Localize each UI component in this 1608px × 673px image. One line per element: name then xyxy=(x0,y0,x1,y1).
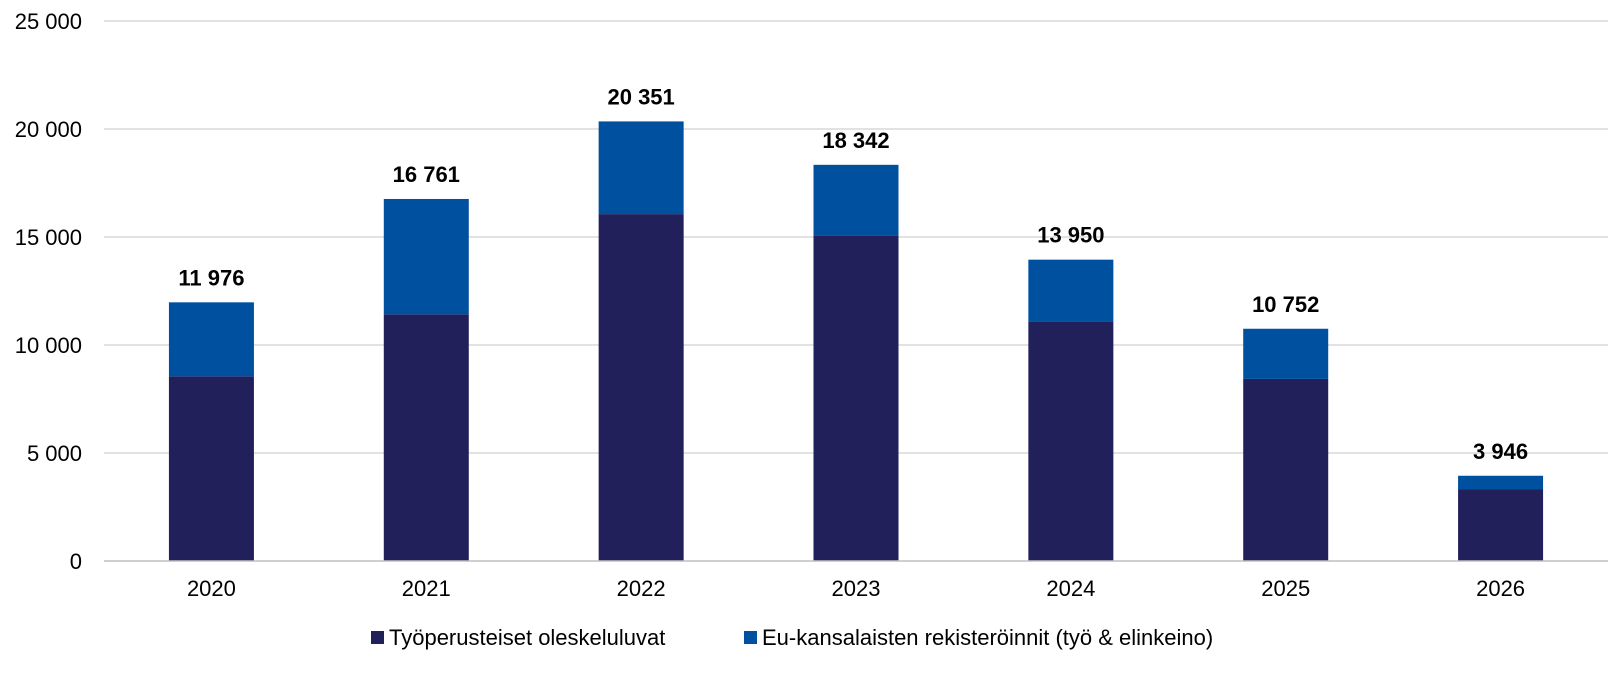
bar-segment-eu-kansalaisten xyxy=(1028,259,1114,322)
total-data-label: 20 351 xyxy=(607,84,674,109)
y-tick-label: 20 000 xyxy=(15,117,82,142)
y-axis-tick-labels: 0 5 000 10 000 15 000 20 000 25 000 xyxy=(15,9,82,574)
total-data-label: 3 946 xyxy=(1473,439,1528,464)
total-data-label: 10 752 xyxy=(1252,292,1319,317)
bar-segment-tyoperusteiset xyxy=(168,376,254,561)
legend-swatch xyxy=(371,631,384,644)
bar-segment-eu-kansalaisten xyxy=(168,302,254,377)
total-data-label: 13 950 xyxy=(1037,223,1104,248)
y-tick-label: 0 xyxy=(70,549,82,574)
bar-segment-eu-kansalaisten xyxy=(383,198,469,315)
x-tick-label: 2021 xyxy=(402,576,451,601)
bar-segment-eu-kansalaisten xyxy=(1458,475,1544,490)
y-tick-label: 15 000 xyxy=(15,225,82,250)
bar-segment-tyoperusteiset xyxy=(1458,489,1544,561)
legend-label: Eu-kansalaisten rekisteröinnit (työ & el… xyxy=(762,625,1213,650)
legend-swatch xyxy=(744,631,757,644)
y-tick-label: 25 000 xyxy=(15,9,82,34)
bar-segment-tyoperusteiset xyxy=(383,314,469,561)
x-tick-label: 2023 xyxy=(832,576,881,601)
x-tick-label: 2025 xyxy=(1261,576,1310,601)
legend: Työperusteiset oleskeluluvat Eu-kansalais… xyxy=(371,625,1213,650)
total-data-label: 18 342 xyxy=(822,128,889,153)
bars xyxy=(168,121,1544,561)
total-data-label: 16 761 xyxy=(393,162,460,187)
x-tick-label: 2020 xyxy=(187,576,236,601)
bar-segment-tyoperusteiset xyxy=(598,214,684,561)
x-tick-label: 2026 xyxy=(1476,576,1525,601)
x-axis-tick-labels: 2020 2021 2022 2023 2024 2025 2026 xyxy=(187,576,1525,601)
bar-segment-tyoperusteiset xyxy=(813,235,899,561)
bar-segment-eu-kansalaisten xyxy=(598,121,684,215)
total-data-label: 11 976 xyxy=(178,265,244,290)
y-tick-label: 10 000 xyxy=(15,333,82,358)
bar-segment-tyoperusteiset xyxy=(1243,378,1329,561)
total-labels: 11 976 16 761 20 351 18 342 13 950 10 752 3 94… xyxy=(178,84,1528,463)
bar-segment-eu-kansalaisten xyxy=(1243,328,1329,379)
x-tick-label: 2022 xyxy=(617,576,666,601)
y-tick-label: 5 000 xyxy=(27,441,82,466)
bar-segment-tyoperusteiset xyxy=(1028,321,1114,561)
bar-segment-eu-kansalaisten xyxy=(813,164,899,236)
legend-label: Työperusteiset oleskeluluvat xyxy=(389,625,665,650)
x-tick-label: 2024 xyxy=(1046,576,1095,601)
